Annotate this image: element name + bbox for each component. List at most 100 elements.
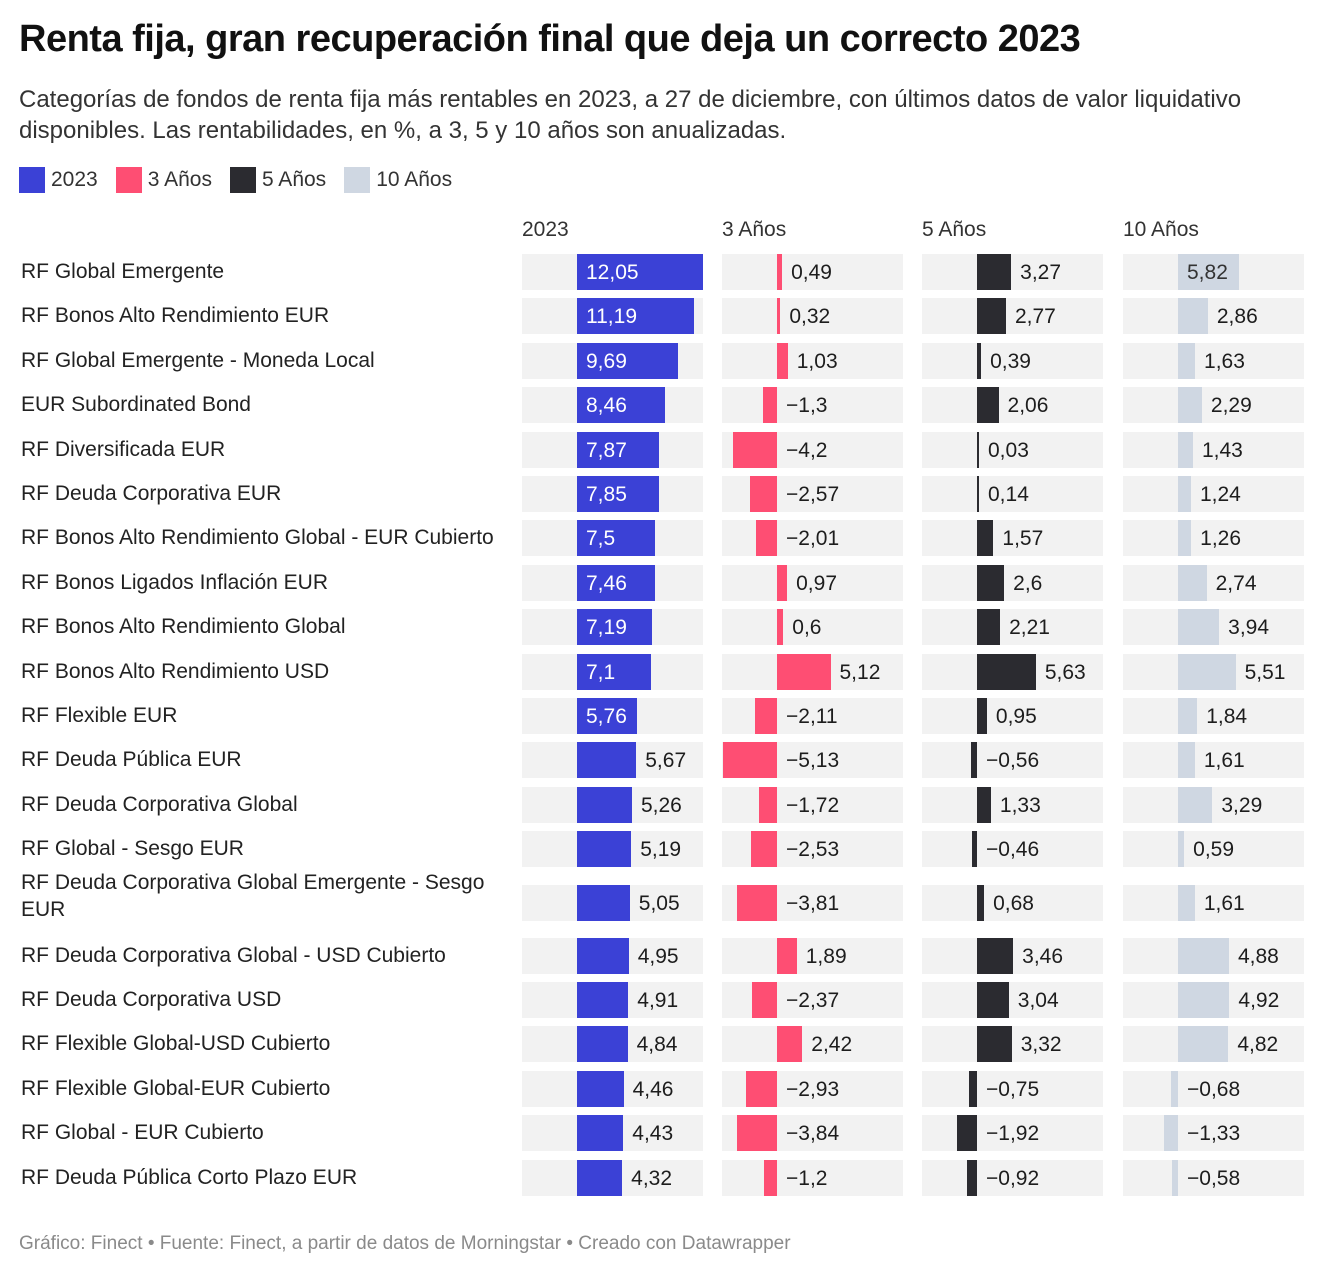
bar-10-anos	[1178, 387, 1202, 424]
value-label-5-anos: 1,57	[1002, 527, 1044, 551]
bar-3-anos	[759, 786, 777, 823]
cell-background	[722, 982, 903, 1018]
value-label-2023: 8,46	[586, 394, 627, 418]
bar-5-anos	[977, 1026, 1012, 1063]
bar-5-anos	[977, 476, 979, 512]
value-label-3-anos: −4,2	[786, 438, 828, 462]
bar-2023	[577, 520, 656, 557]
bar-2023	[577, 937, 629, 974]
bar-3-anos	[750, 831, 777, 868]
value-label-3-anos: 0,6	[792, 616, 822, 640]
bar-5-anos	[977, 254, 1012, 290]
bar-10-anos	[1178, 254, 1239, 290]
bar-10-anos	[1178, 1026, 1229, 1063]
cell-background	[922, 1026, 1103, 1063]
cell-background	[1123, 387, 1304, 424]
bar-3-anos	[777, 254, 783, 290]
value-label-3-anos: 0,49	[791, 261, 832, 284]
value-label-3-anos: −5,13	[786, 749, 840, 773]
bar-5-anos	[977, 698, 987, 734]
cell-background	[922, 342, 1103, 379]
value-label-3-anos: 0,97	[796, 571, 837, 595]
row-label: RF Deuda Pública EUR	[21, 748, 242, 772]
bar-3-anos	[754, 698, 777, 734]
bar-3-anos	[723, 742, 777, 779]
value-label-2023: 7,87	[586, 438, 627, 462]
row-label: RF Deuda Corporativa Global - USD Cubier…	[21, 943, 446, 967]
cell-background	[722, 298, 903, 335]
value-label-5-anos: 3,04	[1017, 989, 1059, 1012]
value-label-3-anos: −2,57	[786, 483, 840, 506]
bar-3-anos	[777, 937, 797, 974]
value-label-5-anos: −0,75	[986, 1077, 1040, 1101]
cell-background	[922, 520, 1103, 557]
column-header-10-anos: 10 Años	[1123, 218, 1199, 241]
value-label-2023: 11,19	[586, 305, 637, 329]
cell-background	[922, 831, 1103, 868]
bar-5-anos	[977, 982, 1009, 1018]
cell-background	[922, 982, 1103, 1018]
value-label-3-anos: −3,81	[786, 891, 840, 915]
value-label-3-anos: −2,11	[786, 705, 838, 728]
row-label: RF Bonos Ligados Inflación EUR	[21, 570, 328, 594]
value-label-3-anos: −2,93	[786, 1077, 840, 1101]
value-label-5-anos: 3,27	[1020, 261, 1062, 284]
value-label-5-anos: 0,39	[990, 349, 1031, 373]
bar-3-anos	[777, 609, 784, 646]
bar-3-anos	[777, 564, 788, 601]
value-label-10-anos: −0,58	[1187, 1166, 1241, 1190]
cell-background	[722, 342, 903, 379]
cell-background	[1123, 342, 1304, 379]
value-label-3-anos: −1,72	[786, 793, 840, 817]
bar-2023	[577, 786, 632, 823]
row-label: EUR Subordinated Bond	[21, 393, 251, 417]
cell-background	[922, 1070, 1103, 1107]
value-label-3-anos: −3,84	[786, 1122, 840, 1146]
legend-item-2023: 2023	[19, 167, 98, 193]
cell-background	[922, 298, 1103, 335]
value-label-3-anos: 5,12	[839, 660, 881, 684]
cell-background	[1123, 698, 1304, 734]
legend-swatch-3-anos	[115, 167, 142, 193]
value-label-10-anos: 1,63	[1204, 349, 1245, 373]
bar-5-anos	[977, 653, 1036, 690]
value-label-3-anos: 0,32	[789, 305, 831, 329]
cell-background	[922, 1115, 1103, 1152]
value-label-5-anos: 2,21	[1009, 616, 1050, 640]
value-label-5-anos: 2,77	[1014, 305, 1056, 329]
chart-footer: Gráfico: Finect • Fuente: Finect, a part…	[19, 1233, 791, 1254]
bar-5-anos	[956, 1115, 977, 1152]
bar-10-anos	[1178, 476, 1191, 512]
bar-3-anos	[777, 298, 781, 335]
bar-3-anos	[777, 1026, 803, 1063]
bar-10-anos	[1170, 1070, 1178, 1107]
cell-background	[922, 609, 1103, 646]
row-label: RF Global - EUR Cubierto	[21, 1121, 264, 1145]
value-label-3-anos: −1,2	[786, 1166, 828, 1190]
cell-background	[722, 254, 903, 290]
cell-background	[722, 564, 903, 601]
legend-swatch-2023	[19, 167, 45, 193]
bar-3-anos	[763, 387, 777, 424]
value-label-10-anos: 3,94	[1228, 616, 1270, 640]
cell-background	[1123, 564, 1304, 601]
value-label-5-anos: 2,06	[1007, 394, 1049, 418]
value-label-10-anos: −0,68	[1187, 1077, 1241, 1101]
bar-10-anos	[1178, 937, 1229, 974]
cell-background	[922, 564, 1103, 601]
legend-item-5-anos: 5 Años	[229, 167, 327, 193]
cell-background	[722, 1159, 903, 1196]
column-header-3-anos: 3 Años	[722, 218, 787, 241]
value-label-2023: 4,91	[637, 989, 679, 1012]
cell-background	[922, 431, 1103, 468]
bar-2023	[577, 742, 637, 779]
value-label-5-anos: 5,63	[1044, 660, 1086, 684]
value-label-2023: 9,69	[586, 349, 627, 373]
value-label-5-anos: −0,92	[986, 1166, 1040, 1190]
bar-2023	[577, 387, 666, 424]
cell-background	[722, 1026, 903, 1063]
value-label-10-anos: 1,43	[1201, 438, 1243, 462]
cell-background	[922, 698, 1103, 734]
legend-label: 5 Años	[261, 168, 327, 191]
value-label-10-anos: 5,82	[1187, 261, 1228, 284]
